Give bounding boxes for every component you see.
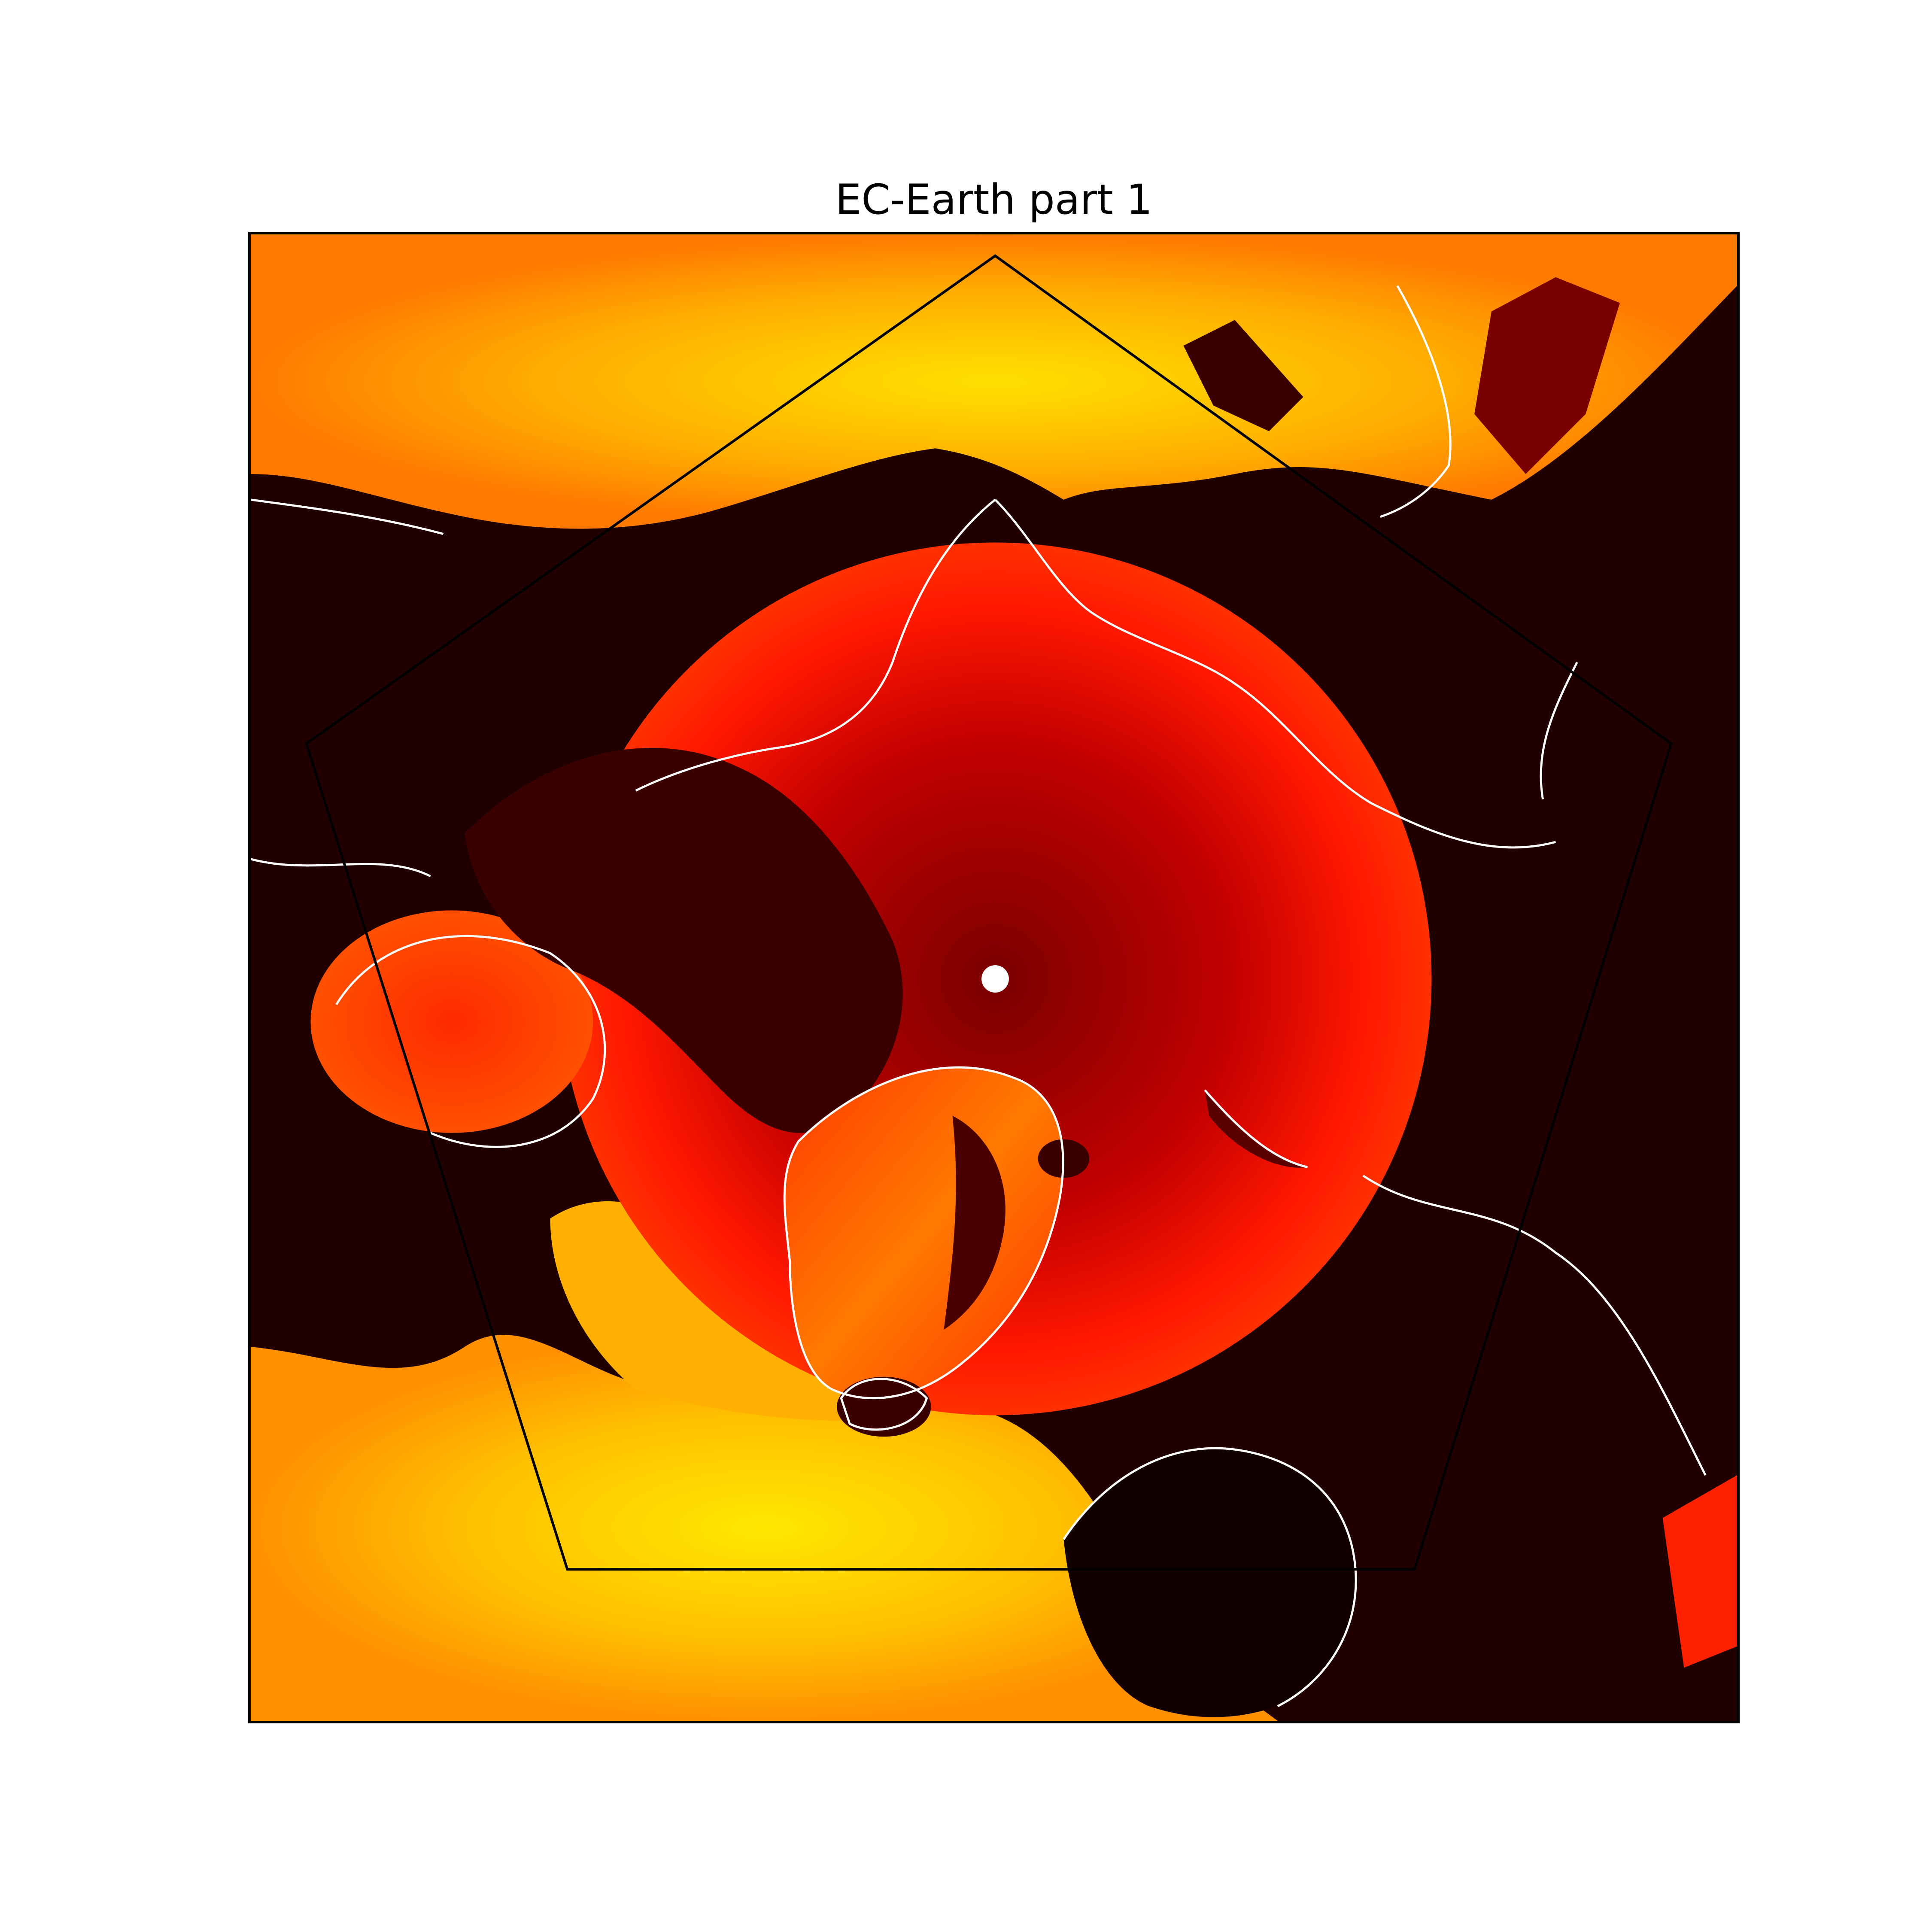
north-pole-marker [981,965,1009,993]
south-europe-warm-spot [1662,1475,1737,1668]
coastline-iceland [840,1378,928,1431]
novaya-zemlya-landmass [1205,1090,1308,1168]
scandinavia-landmass [1063,1448,1356,1717]
north-atlantic-region [251,1335,1278,1721]
hudson-bay-region [310,910,593,1133]
okhotsk-dark-band [1474,277,1620,474]
coastline-novaya-zemlya [1204,1089,1308,1168]
canadian-archipelago [465,747,903,1133]
greenland-landmass [784,1067,1063,1398]
coastline-kamchatka [1380,285,1452,518]
map-title: EC-Earth part 1 [835,176,1153,224]
bering-dark-band [1183,320,1303,431]
coastlines [251,285,1707,1707]
coastline-hudson [335,935,606,1148]
coastline-europe-rivers [1362,662,1707,1476]
coastline-scandinavia [1063,1447,1357,1707]
polar-map [251,234,1737,1721]
greenland-dark-interior [944,1115,1005,1330]
pentagon-outline [305,254,1673,1571]
north-pacific-region [251,234,1737,529]
coastline-greenland [783,1066,1064,1400]
iceland-landmass [837,1376,931,1437]
map-panel [248,232,1740,1723]
coastline-siberia [994,499,1556,849]
coastline-alaska [635,498,996,792]
